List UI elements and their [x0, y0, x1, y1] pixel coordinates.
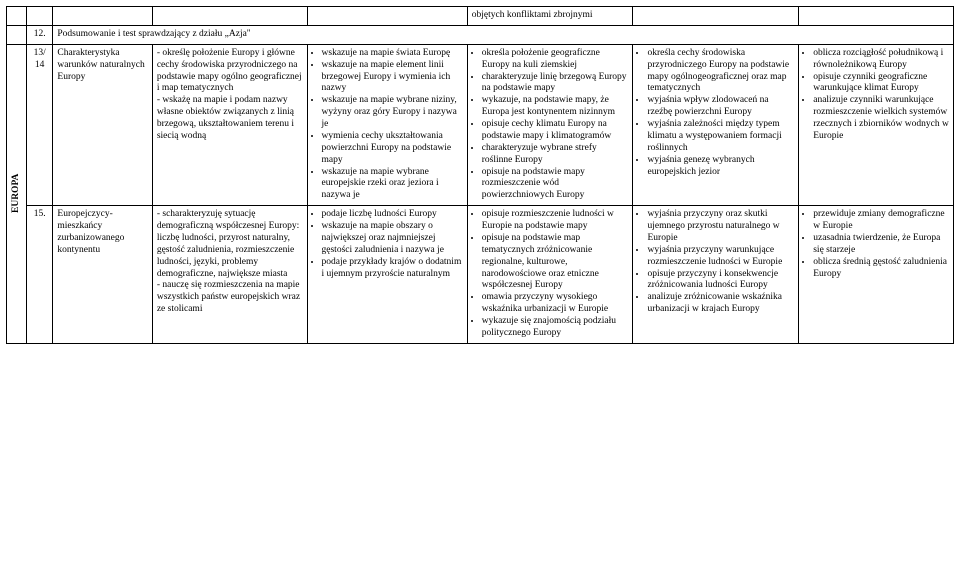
- summary-title: Podsumowanie i test sprawdzający z dział…: [53, 25, 954, 44]
- row-number: 12.: [26, 25, 53, 44]
- section-label: EUROPA: [7, 44, 27, 343]
- list-item: wskazuje na mapie świata Europę: [322, 48, 463, 60]
- list: scharakteryzuję sytuację demograficzną w…: [157, 209, 303, 316]
- list-item: opisuje przyczyny i konsekwencje zróżnic…: [647, 269, 794, 293]
- list-item: wymienia cechy ukształtowania powierzchn…: [322, 131, 463, 167]
- list-item: opisuje czynniki geograficzne warunkując…: [813, 72, 949, 96]
- cell: wskazuje na mapie świata Europę wskazuje…: [307, 44, 467, 205]
- list-item: wykazuje się znajomością podziału polity…: [482, 316, 629, 340]
- list-item: podaje liczbę ludności Europy: [322, 209, 463, 221]
- table-row: EUROPA 13/ 14 Charakterystyka warunków n…: [7, 44, 954, 205]
- cell: wyjaśnia przyczyny oraz skutki ujemnego …: [633, 206, 799, 344]
- list: wskazuje na mapie świata Europę wskazuje…: [312, 48, 463, 202]
- list-item: wyjaśnia wpływ zlodowaceń na rzeźbę powi…: [647, 95, 794, 119]
- list-item: wyjaśnia przyczyny warunkujące rozmieszc…: [647, 245, 794, 269]
- cell: [152, 7, 307, 26]
- list-item: opisuje rozmieszczenie ludności w Europi…: [482, 209, 629, 233]
- list-item: uzasadnia twierdzenie, że Europa się sta…: [813, 233, 949, 257]
- cell: podaje liczbę ludności Europy wskazuje n…: [307, 206, 467, 344]
- list-item: omawia przyczyny wysokiego wskaźnika urb…: [482, 292, 629, 316]
- list-item: wskazuje na mapie wybrane europejskie rz…: [322, 167, 463, 203]
- list-item: podaje przykłady krajów o dodatnim i uje…: [322, 257, 463, 281]
- cell: określa położenie geograficzne Europy na…: [467, 44, 633, 205]
- list: opisuje rozmieszczenie ludności w Europi…: [472, 209, 629, 340]
- table-row: 15. Europejczycy- mieszkańcy zurbanizowa…: [7, 206, 954, 344]
- cell: scharakteryzuję sytuację demograficzną w…: [152, 206, 307, 344]
- table-row: objętych konfliktami zbrojnymi: [7, 7, 954, 26]
- cell: określę położenie Europy i główne cechy …: [152, 44, 307, 205]
- list: określa cechy środowiska przyrodniczego …: [637, 48, 794, 179]
- list: przewiduje zmiany demograficzne w Europi…: [803, 209, 949, 280]
- cell: [7, 25, 27, 44]
- list-item: analizuje zróżnicowanie wskaźnika urbani…: [647, 292, 794, 316]
- list-item: analizuje czynniki warunkujące rozmieszc…: [813, 95, 949, 143]
- list-item: wskażę na mapie i podam nazwy własne obi…: [157, 95, 303, 143]
- list-item: scharakteryzuję sytuację demograficzną w…: [157, 209, 303, 280]
- list-item: wykazuje, na podstawie mapy, że Europa j…: [482, 95, 629, 119]
- list: określę położenie Europy i główne cechy …: [157, 48, 303, 143]
- list-item: charakteryzuje wybrane strefy roślinne E…: [482, 143, 629, 167]
- topic-cell: Europejczycy- mieszkańcy zurbanizowanego…: [53, 206, 152, 344]
- list: oblicza rozciągłość południkową i równol…: [803, 48, 949, 143]
- list-item: charakteryzuje linię brzegową Europy na …: [482, 72, 629, 96]
- list-item: wskazuje na mapie obszary o największej …: [322, 221, 463, 257]
- topic-cell: Charakterystyka warunków naturalnych Eur…: [53, 44, 152, 205]
- cell: [307, 7, 467, 26]
- row-number: 13/ 14: [26, 44, 53, 205]
- list-item: opisuje na podstawie mapy rozmieszczenie…: [482, 167, 629, 203]
- cell: określa cechy środowiska przyrodniczego …: [633, 44, 799, 205]
- cell: [53, 7, 152, 26]
- list-item: określa położenie geograficzne Europy na…: [482, 48, 629, 72]
- list-item: nauczę się rozmieszczenia na mapie wszys…: [157, 280, 303, 316]
- list-item: oblicza rozciągłość południkową i równol…: [813, 48, 949, 72]
- cell: [633, 7, 799, 26]
- list-item: określę położenie Europy i główne cechy …: [157, 48, 303, 96]
- curriculum-table: objętych konfliktami zbrojnymi 12. Podsu…: [6, 6, 954, 344]
- table-row: 12. Podsumowanie i test sprawdzający z d…: [7, 25, 954, 44]
- cell: objętych konfliktami zbrojnymi: [467, 7, 633, 26]
- cell: [799, 7, 954, 26]
- list: wyjaśnia przyczyny oraz skutki ujemnego …: [637, 209, 794, 316]
- cell: oblicza rozciągłość południkową i równol…: [799, 44, 954, 205]
- list-item: przewiduje zmiany demograficzne w Europi…: [813, 209, 949, 233]
- row-number: 15.: [26, 206, 53, 344]
- list-item: opisuje na podstawie map tematycznych zr…: [482, 233, 629, 292]
- list-item: wyjaśnia genezę wybranych europejskich j…: [647, 155, 794, 179]
- cell: [7, 7, 27, 26]
- list-item: oblicza średnią gęstość zaludnienia Euro…: [813, 257, 949, 281]
- cell: [26, 7, 53, 26]
- cell: przewiduje zmiany demograficzne w Europi…: [799, 206, 954, 344]
- list-item: opisuje cechy klimatu Europy na podstawi…: [482, 119, 629, 143]
- cell: opisuje rozmieszczenie ludności w Europi…: [467, 206, 633, 344]
- list-item: wskazuje na mapie element linii brzegowe…: [322, 60, 463, 96]
- list-item: wskazuje na mapie wybrane niziny, wyżyny…: [322, 95, 463, 131]
- list-item: określa cechy środowiska przyrodniczego …: [647, 48, 794, 96]
- list: określa położenie geograficzne Europy na…: [472, 48, 629, 202]
- list: podaje liczbę ludności Europy wskazuje n…: [312, 209, 463, 280]
- list-item: wyjaśnia przyczyny oraz skutki ujemnego …: [647, 209, 794, 245]
- list-item: wyjaśnia zależności między typem klimatu…: [647, 119, 794, 155]
